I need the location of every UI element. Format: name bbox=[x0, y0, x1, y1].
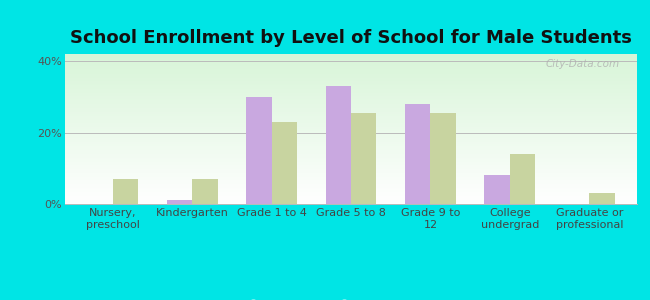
Bar bbox=[430, 113, 456, 204]
Text: City-Data.com: City-Data.com bbox=[546, 58, 620, 68]
Bar bbox=[166, 200, 192, 204]
Bar bbox=[272, 122, 297, 204]
Bar bbox=[246, 97, 272, 204]
Bar bbox=[484, 176, 510, 204]
Legend: Milbridge, Maine: Milbridge, Maine bbox=[244, 297, 400, 300]
Bar bbox=[351, 113, 376, 204]
Bar bbox=[405, 104, 430, 204]
Bar bbox=[192, 179, 218, 204]
Title: School Enrollment by Level of School for Male Students: School Enrollment by Level of School for… bbox=[70, 29, 632, 47]
Bar bbox=[510, 154, 536, 204]
Bar bbox=[112, 179, 138, 204]
Bar bbox=[326, 86, 351, 204]
Bar bbox=[590, 193, 615, 204]
